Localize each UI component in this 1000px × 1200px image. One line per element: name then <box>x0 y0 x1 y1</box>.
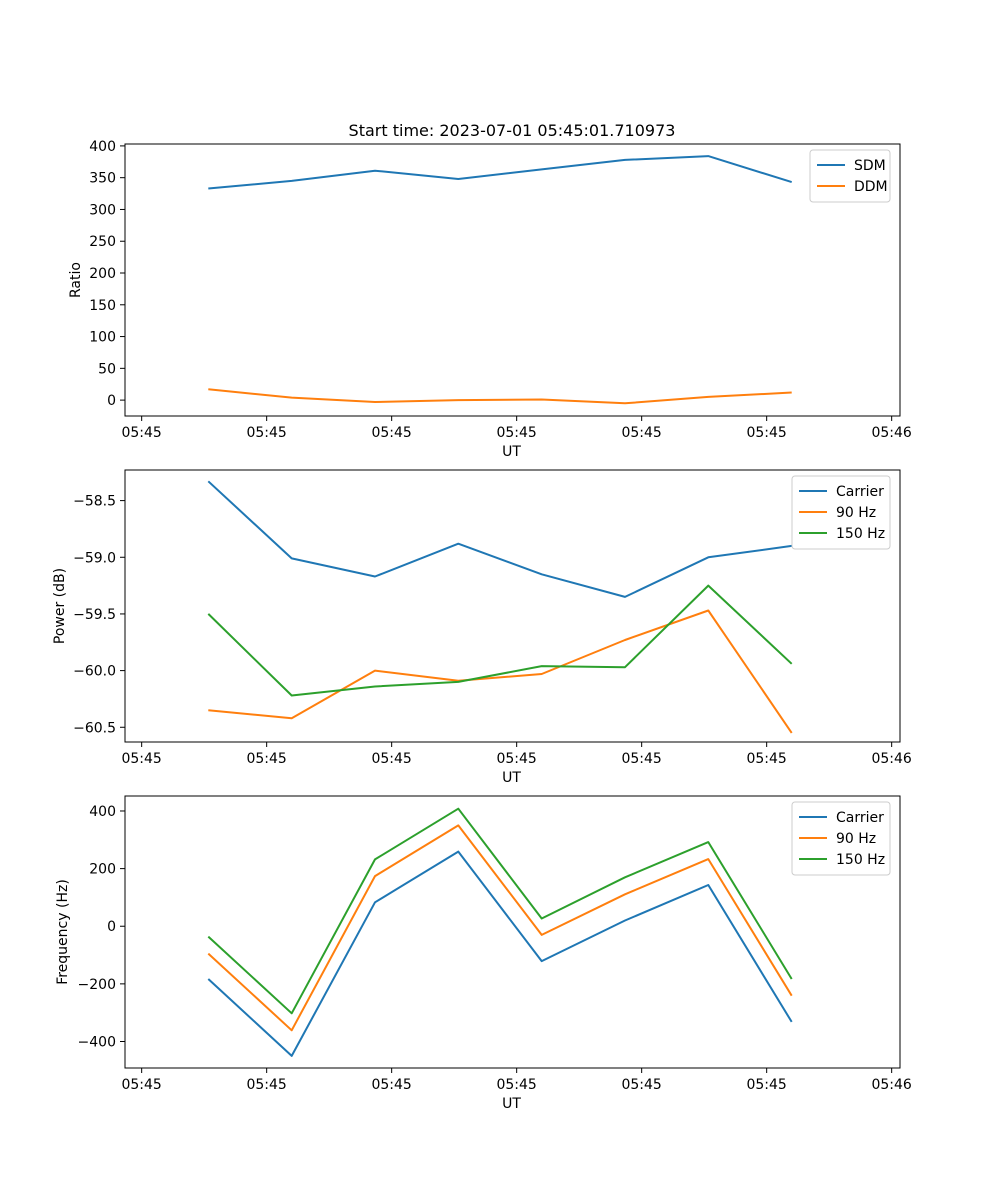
ratio-x-tick-label: 05:45 <box>371 425 411 441</box>
frequency-legend-label-90-hz: 90 Hz <box>836 831 876 847</box>
ratio-x-tick-label: 05:45 <box>246 425 286 441</box>
power-legend-box <box>791 475 891 550</box>
frequency-legend-label-150-hz: 150 Hz <box>836 852 885 868</box>
power-legend-label-carrier: Carrier <box>836 484 884 500</box>
ratio-legend: SDM DDM <box>809 149 891 203</box>
power-series-line-90-hz <box>208 609 793 734</box>
frequency-x-tick-label: 05:45 <box>746 1077 786 1093</box>
ratio-legend-label-ddm: DDM <box>854 179 888 195</box>
ratio-y-tick-label: 400 <box>89 139 116 155</box>
power-y-tick-label: −60.0 <box>73 664 116 680</box>
ratio-x-tick-label: 05:45 <box>746 425 786 441</box>
power-x-tick-label: 05:45 <box>496 751 536 767</box>
frequency-x-tick-label: 05:45 <box>121 1077 161 1093</box>
power-x-axis-label: UT <box>502 770 521 786</box>
frequency-series-line-carrier <box>207 850 793 1057</box>
power-y-tick-label: −59.5 <box>73 607 116 623</box>
frequency-y-tick-label: −200 <box>78 977 116 993</box>
power-x-tick-label: 05:46 <box>871 751 911 767</box>
ratio-y-tick-label: 300 <box>89 202 116 218</box>
power-panel: 05:45 05:45 05:45 05:45 05:45 05:45 05:46 −58.5… <box>52 469 912 786</box>
frequency-x-tick-label: 05:45 <box>246 1077 286 1093</box>
ratio-x-tick-label: 05:45 <box>496 425 536 441</box>
ratio-series-line-sdm <box>208 155 792 190</box>
ratio-panel: 05:45 05:45 05:45 05:45 05:45 05:45 05:46 0 50 10… <box>68 139 912 460</box>
power-legend: Carrier 90 Hz 150 Hz <box>791 475 891 550</box>
ratio-y-tick-label: 350 <box>89 171 116 187</box>
power-x-tick-label: 05:45 <box>121 751 161 767</box>
power-legend-label-90-hz: 90 Hz <box>836 505 876 521</box>
power-x-tick-label: 05:45 <box>746 751 786 767</box>
frequency-x-tick-label: 05:45 <box>621 1077 661 1093</box>
frequency-legend-box <box>791 801 891 876</box>
frequency-series-line-90-hz <box>207 824 793 1032</box>
ratio-series-line-ddm <box>208 388 792 405</box>
power-y-tick-label: −60.5 <box>73 720 116 736</box>
frequency-series-line-150-hz <box>207 807 793 1015</box>
frequency-x-tick-label: 05:46 <box>871 1077 911 1093</box>
frequency-y-tick-label: 400 <box>89 804 116 820</box>
power-y-tick-label: −59.0 <box>73 550 116 566</box>
frequency-axes-frame <box>124 795 901 1069</box>
frequency-x-tick-label: 05:45 <box>496 1077 536 1093</box>
ratio-y-tick-label: 100 <box>89 330 116 346</box>
frequency-y-axis-label: Frequency (Hz) <box>55 879 71 985</box>
ratio-x-tick-label: 05:46 <box>871 425 911 441</box>
power-x-tick-label: 05:45 <box>246 751 286 767</box>
power-series-line-150-hz <box>207 584 793 697</box>
frequency-y-tick-label: 0 <box>107 919 116 935</box>
frequency-legend-label-carrier: Carrier <box>836 810 884 826</box>
ratio-y-tick-label: 200 <box>89 266 116 282</box>
frequency-legend: Carrier 90 Hz 150 Hz <box>791 801 891 876</box>
power-x-tick-label: 05:45 <box>621 751 661 767</box>
frequency-panel: 05:45 05:45 05:45 05:45 05:45 05:45 05:46 400 20… <box>55 795 912 1112</box>
ratio-axes-frame <box>124 143 901 417</box>
ratio-x-axis-label: UT <box>502 444 521 460</box>
ratio-x-tick-label: 05:45 <box>621 425 661 441</box>
power-y-axis-label: Power (dB) <box>52 568 68 644</box>
ratio-y-axis-label: Ratio <box>68 262 84 298</box>
power-x-tick-label: 05:45 <box>371 751 411 767</box>
power-legend-label-150-hz: 150 Hz <box>836 526 885 542</box>
ratio-y-tick-label: 150 <box>89 298 116 314</box>
frequency-y-tick-label: −400 <box>78 1034 116 1050</box>
ratio-y-tick-label: 50 <box>98 361 116 377</box>
frequency-y-tick-label: 200 <box>89 862 116 878</box>
frequency-x-axis-label: UT <box>502 1096 521 1112</box>
ratio-legend-box <box>809 149 891 203</box>
power-axes-frame <box>124 469 901 743</box>
ratio-y-tick-label: 0 <box>107 393 116 409</box>
ratio-legend-label-sdm: SDM <box>854 158 886 174</box>
ratio-x-tick-label: 05:45 <box>121 425 161 441</box>
frequency-x-tick-label: 05:45 <box>371 1077 411 1093</box>
ratio-y-tick-label: 250 <box>89 234 116 250</box>
power-series-line-carrier <box>207 480 792 598</box>
figure-title: Start time: 2023-07-01 05:45:01.710973 <box>349 121 676 140</box>
power-y-tick-label: −58.5 <box>73 494 116 510</box>
